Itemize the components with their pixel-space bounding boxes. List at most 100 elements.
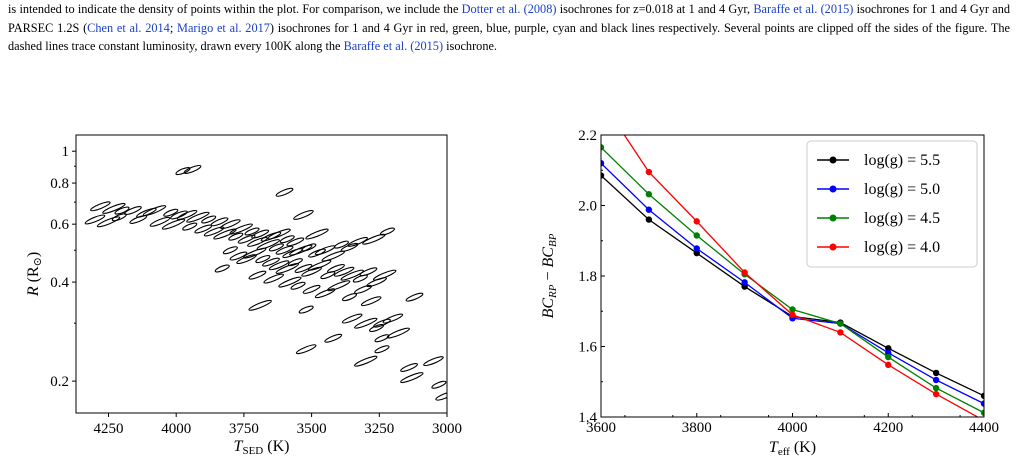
- data-point: [290, 281, 306, 290]
- y-tick-label: 0.2: [50, 374, 69, 390]
- data-point: [96, 216, 121, 228]
- data-point: [359, 267, 378, 277]
- citation-link[interactable]: Dotter et al. (2008): [461, 2, 557, 16]
- data-point: [247, 236, 268, 247]
- series-point: [980, 400, 984, 407]
- citation-link[interactable]: Marigo et al. 2017: [177, 20, 270, 35]
- series-point: [837, 320, 844, 327]
- data-point: [186, 211, 210, 223]
- data-point: [114, 206, 130, 215]
- data-point: [214, 264, 230, 273]
- data-point: [251, 229, 270, 239]
- data-point: [308, 259, 332, 271]
- data-point: [352, 274, 368, 283]
- data-point: [405, 292, 424, 302]
- series-point: [693, 245, 700, 252]
- x-tick-label: 3600: [586, 420, 616, 436]
- data-point: [228, 232, 244, 241]
- x-tick-label: 3750: [229, 421, 259, 437]
- citation-link[interactable]: Chen et al. 2014: [87, 20, 170, 35]
- data-point: [169, 210, 188, 220]
- legend-label: log(g) = 5.0: [864, 181, 940, 198]
- data-point: [176, 209, 198, 220]
- series-point: [645, 206, 653, 213]
- data-point: [295, 344, 317, 355]
- data-point: [340, 269, 364, 281]
- data-point: [293, 209, 314, 220]
- plot-frame: [75, 134, 448, 414]
- data-point: [400, 372, 424, 384]
- citation-link[interactable]: Baraffe et al. (2015): [753, 2, 854, 16]
- series-point: [885, 361, 892, 369]
- legend-label: log(g) = 4.0: [864, 239, 940, 256]
- series-point: [885, 353, 892, 361]
- data-point: [423, 356, 444, 367]
- data-point: [111, 213, 127, 222]
- data-point: [386, 327, 410, 339]
- legend-marker: [829, 185, 837, 193]
- legend: log(g) = 5.5 log(g) = 5.0 log(g) = 4.5 log(…: [806, 140, 978, 268]
- data-point: [333, 266, 355, 277]
- legend-marker: [829, 214, 837, 222]
- data-point: [435, 391, 447, 401]
- data-point: [287, 258, 303, 267]
- x-axis-label: TSED (K): [234, 438, 290, 457]
- data-point: [289, 244, 313, 256]
- scatter-points: [84, 164, 447, 401]
- y-tick-label: 0.4: [50, 275, 69, 291]
- x-tick-label: 4200: [873, 420, 903, 436]
- data-point: [354, 355, 378, 367]
- series-point: [693, 232, 700, 239]
- data-point: [203, 226, 225, 237]
- series-point: [693, 218, 700, 225]
- data-point: [324, 333, 343, 343]
- caption-text: isochrones for z=0.018 at 1 and 4 Gyr,: [556, 2, 754, 16]
- x-tick-label: 4000: [161, 421, 191, 437]
- y-tick-label: 1.6: [578, 340, 597, 356]
- data-point: [243, 247, 267, 259]
- y-tick-label: 0.8: [50, 176, 69, 192]
- caption-text: isochrone.: [443, 39, 498, 53]
- caption-text: ;: [169, 20, 178, 35]
- data-point: [268, 260, 290, 271]
- series-point: [932, 390, 940, 398]
- series-point: [645, 216, 653, 223]
- series-point: [693, 249, 700, 257]
- series-point: [601, 144, 605, 151]
- data-point: [149, 216, 171, 227]
- data-point: [278, 276, 302, 288]
- data-point: [229, 251, 248, 261]
- data-point: [354, 284, 372, 294]
- data-point: [213, 228, 237, 240]
- x-tick-label: 3000: [432, 421, 462, 437]
- caption-text: isochrones for 1 and 4 Gyr and PARSEC 1.…: [8, 2, 1011, 35]
- data-point: [333, 240, 349, 249]
- x-tick-label: 4250: [93, 421, 123, 437]
- legend-label: log(g) = 5.5: [864, 152, 940, 169]
- legend-marker: [829, 156, 837, 164]
- data-point: [373, 269, 397, 281]
- data-point: [379, 227, 395, 236]
- legend-marker: [829, 243, 837, 251]
- citation-link[interactable]: Baraffe et al. (2015): [343, 39, 444, 53]
- y-axis-label: R (R⊙): [25, 252, 44, 297]
- series-point: [980, 392, 984, 400]
- data-point: [374, 334, 390, 343]
- data-point: [327, 263, 345, 273]
- data-point: [262, 257, 280, 267]
- data-point: [175, 167, 191, 176]
- series-point: [645, 168, 653, 176]
- data-point: [210, 217, 229, 227]
- data-point: [326, 280, 351, 292]
- data-point: [374, 345, 390, 354]
- data-point: [341, 313, 363, 324]
- series-point: [932, 376, 940, 384]
- data-point: [244, 227, 260, 236]
- data-point: [302, 284, 321, 294]
- y-axis-label: BCRP − BCBP: [540, 233, 559, 318]
- data-point: [360, 296, 382, 307]
- data-point: [369, 324, 385, 333]
- y-tick-label: 2.0: [578, 199, 597, 215]
- x-tick-label: 4400: [969, 420, 999, 436]
- data-point: [248, 299, 272, 311]
